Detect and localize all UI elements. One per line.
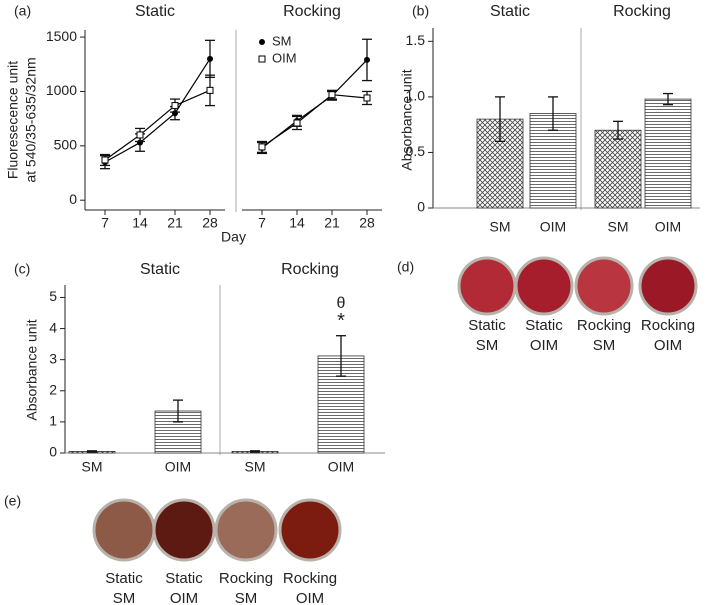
x-tick-label: OIM (165, 459, 191, 475)
panel-title: Static (140, 261, 180, 278)
x-tick-label: 7 (101, 215, 109, 231)
well-photo (574, 256, 634, 316)
y-tick-label: 4 (49, 319, 57, 335)
marker (171, 102, 179, 110)
legend-marker (259, 39, 265, 45)
x-axis-label: Day (221, 229, 246, 245)
y-tick-label: 0 (49, 444, 57, 460)
well-label: Static (468, 317, 506, 334)
marker (258, 143, 266, 151)
marker (293, 119, 301, 127)
x-tick-label: 14 (289, 215, 305, 231)
panel-title: Rocking (283, 3, 341, 20)
well-label: SM (235, 590, 258, 605)
x-tick-label: 21 (324, 215, 340, 231)
well-label: Rocking (219, 570, 273, 587)
annotation: * (337, 310, 345, 332)
well-photo (278, 498, 342, 562)
marker (363, 94, 371, 102)
x-tick-label: 14 (132, 215, 148, 231)
y-tick-label: 0 (417, 199, 425, 215)
x-tick-label: 28 (202, 215, 218, 231)
panel-label: (e) (4, 493, 21, 509)
y-tick-label: 1500 (46, 28, 77, 44)
well-label: Static (525, 317, 563, 334)
y-tick-label: 0 (69, 191, 77, 207)
marker (206, 86, 214, 94)
marker (136, 131, 144, 139)
well-label: Rocking (283, 570, 337, 587)
panel-title: Static (135, 3, 175, 20)
well-label: OIM (654, 337, 682, 354)
y-tick-label: 1 (49, 413, 57, 429)
x-tick-label: 28 (359, 215, 375, 231)
well-photo (92, 498, 156, 562)
panel-label: (c) (14, 261, 30, 277)
bar (594, 129, 642, 209)
x-tick-label: 7 (258, 215, 266, 231)
well-label: Static (105, 570, 143, 587)
well-label: OIM (530, 337, 558, 354)
x-tick-label: 21 (167, 215, 183, 231)
y-tick-label: 500 (54, 137, 78, 153)
well-photo (638, 256, 698, 316)
y-axis-label: Absorbance unit (399, 69, 415, 170)
panel-title: Rocking (281, 261, 339, 278)
well-label: OIM (296, 590, 324, 605)
well-label: Rocking (641, 317, 695, 334)
panel-title: Static (490, 3, 530, 20)
panel-title: Rocking (613, 3, 671, 20)
panel-label: (d) (397, 259, 414, 275)
y-tick-label: 1.0 (406, 88, 426, 104)
well-photo (152, 498, 216, 562)
marker (328, 91, 336, 99)
series-line (104, 58, 211, 163)
x-tick-label: SM (82, 459, 103, 475)
well-label: SM (113, 590, 136, 605)
bar (644, 98, 692, 209)
well-photo (214, 498, 278, 562)
y-tick-label: 1000 (46, 82, 77, 98)
marker (364, 56, 370, 63)
legend-label: OIM (272, 50, 297, 65)
well-label: SM (476, 337, 499, 354)
y-axis-label: Absorbance unit (24, 319, 40, 420)
series-line (261, 94, 368, 148)
marker (101, 156, 109, 164)
panel-label: (b) (412, 3, 429, 19)
marker (207, 55, 213, 62)
y-tick-label: 2 (49, 381, 57, 397)
x-tick-label: OIM (540, 219, 566, 235)
x-tick-label: OIM (328, 459, 354, 475)
series-line (261, 59, 368, 149)
y-tick-label: 1.5 (406, 32, 426, 48)
well-label: OIM (170, 590, 198, 605)
y-tick-label: 5 (49, 288, 57, 304)
y-axis-label: Fluoresecence unit (5, 61, 21, 179)
x-tick-label: SM (490, 219, 511, 235)
well-label: Rocking (577, 317, 631, 334)
series-line (104, 89, 211, 161)
well-label: Static (165, 570, 203, 587)
legend-marker (258, 55, 266, 63)
bar (476, 118, 524, 209)
x-tick-label: SM (245, 459, 266, 475)
annotation: θ (337, 295, 346, 312)
legend-label: SM (272, 33, 292, 48)
y-tick-label: 0.5 (406, 143, 426, 159)
well-photo (514, 256, 574, 316)
y-axis-label: at 540/35-635/32nm (23, 57, 39, 182)
well-photo (457, 256, 517, 316)
x-tick-label: OIM (655, 219, 681, 235)
x-tick-label: SM (608, 219, 629, 235)
well-label: SM (593, 337, 616, 354)
y-tick-label: 3 (49, 350, 57, 366)
panel-label: (a) (14, 3, 31, 19)
